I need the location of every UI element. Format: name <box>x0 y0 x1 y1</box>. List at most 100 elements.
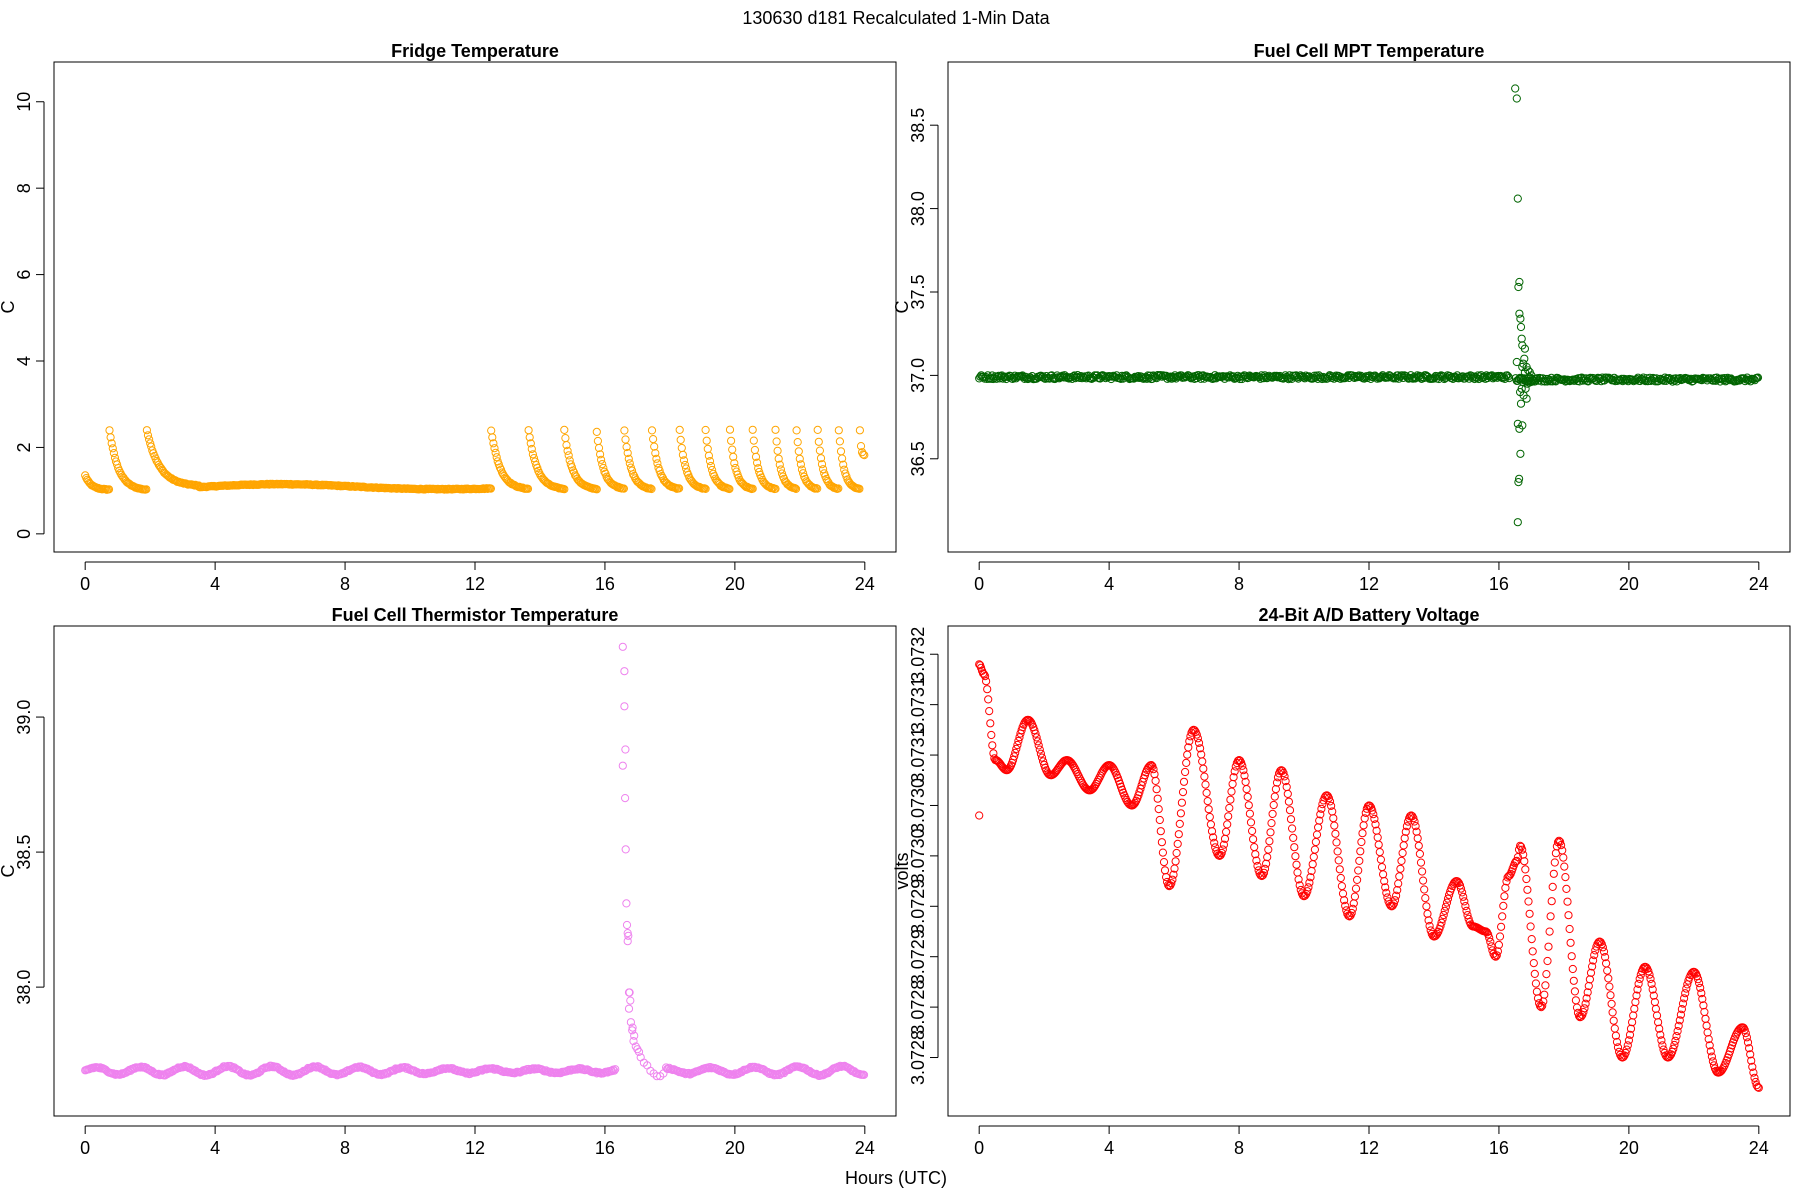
data-point <box>1564 911 1573 920</box>
x-tick-label: 8 <box>340 1138 350 1158</box>
data-point <box>628 1023 637 1032</box>
data-point <box>1332 838 1341 847</box>
data-point <box>106 433 115 442</box>
data-point <box>1155 815 1164 825</box>
data-point <box>652 454 661 463</box>
data-point <box>495 463 504 472</box>
data-point <box>560 425 569 434</box>
data-point <box>610 1066 619 1075</box>
data-point <box>1175 819 1184 829</box>
data-point <box>1531 979 1541 988</box>
data-point <box>1186 373 1195 382</box>
data-point <box>563 446 572 455</box>
data-point <box>1268 809 1277 819</box>
data-point <box>1562 884 1571 894</box>
data-point <box>1589 956 1598 965</box>
data-point <box>1622 375 1631 384</box>
data-point <box>104 485 114 494</box>
data-point <box>772 437 781 446</box>
data-point <box>1605 982 1614 991</box>
data-point <box>1193 734 1203 743</box>
data-point <box>1561 873 1570 882</box>
data-point <box>624 454 633 463</box>
data-point <box>624 931 633 940</box>
data-point <box>1380 877 1389 886</box>
data-point <box>620 667 629 676</box>
data-point <box>1658 1041 1667 1050</box>
data-point <box>1541 981 1550 990</box>
data-point <box>1520 344 1530 353</box>
data-point <box>622 920 632 930</box>
data-point <box>1231 762 1240 771</box>
data-point <box>108 444 117 453</box>
data-point <box>1646 974 1655 984</box>
data-point <box>1500 892 1509 901</box>
data-point <box>1491 952 1500 961</box>
data-point <box>1070 763 1079 772</box>
data-point <box>1278 766 1287 776</box>
data-point <box>1348 371 1357 380</box>
data-point <box>1514 478 1523 487</box>
data-point <box>488 433 497 442</box>
data-point <box>1530 374 1539 383</box>
data-point <box>1747 1056 1756 1065</box>
data-point <box>1518 362 1527 372</box>
data-point <box>834 484 843 493</box>
data-point <box>1396 864 1405 873</box>
data-point <box>1746 1050 1755 1059</box>
data-point <box>1196 744 1205 753</box>
data-series <box>975 660 1763 1092</box>
data-point <box>1619 1052 1628 1062</box>
data-point <box>985 707 994 716</box>
data-point <box>1295 881 1304 890</box>
data-point <box>1341 901 1350 911</box>
data-point <box>1588 962 1597 971</box>
data-point <box>1387 902 1396 911</box>
y-tick-label: 37.0 <box>908 358 928 393</box>
data-point <box>748 484 757 493</box>
data-point <box>1596 938 1605 947</box>
y-tick-label: 6 <box>14 270 34 280</box>
data-point <box>1226 795 1235 804</box>
data-point <box>791 484 801 493</box>
data-point <box>1286 815 1296 824</box>
data-point <box>1259 868 1269 877</box>
x-tick-label: 12 <box>465 574 485 594</box>
data-point <box>1671 1036 1680 1045</box>
data-point <box>1204 805 1213 814</box>
x-tick-label: 0 <box>80 574 90 594</box>
data-point <box>1694 975 1703 984</box>
x-tick-label: 4 <box>1104 1138 1114 1158</box>
data-point <box>1608 1008 1617 1017</box>
data-point <box>625 988 634 997</box>
data-point <box>1245 809 1255 818</box>
data-point <box>1229 773 1238 782</box>
data-point <box>1331 829 1340 838</box>
data-point <box>1515 474 1524 483</box>
data-point <box>1350 892 1360 901</box>
data-point <box>1528 947 1537 956</box>
data-point <box>1577 1012 1586 1021</box>
data-point <box>774 454 783 463</box>
data-point <box>1709 1061 1719 1070</box>
data-point <box>1520 857 1529 866</box>
x-axis: 0 4 8 12 16 20 24 <box>974 1125 1769 1158</box>
y-tick-label: 3.0729 <box>908 929 928 984</box>
data-point <box>1518 378 1528 387</box>
data-point <box>859 1070 869 1080</box>
data-point <box>1515 277 1524 287</box>
data-point <box>984 695 993 704</box>
data-point <box>600 467 609 476</box>
data-point <box>1409 814 1418 823</box>
data-point <box>1010 752 1019 761</box>
x-axis: 0 4 8 12 16 20 24 <box>974 561 1769 594</box>
data-point <box>1260 864 1270 874</box>
x-tick-label: 4 <box>1104 574 1114 594</box>
data-point <box>1264 845 1273 854</box>
data-point <box>1569 976 1578 985</box>
data-point <box>1626 1024 1636 1033</box>
data-point <box>1419 876 1428 885</box>
data-point <box>1599 947 1609 956</box>
data-point <box>1269 800 1278 810</box>
